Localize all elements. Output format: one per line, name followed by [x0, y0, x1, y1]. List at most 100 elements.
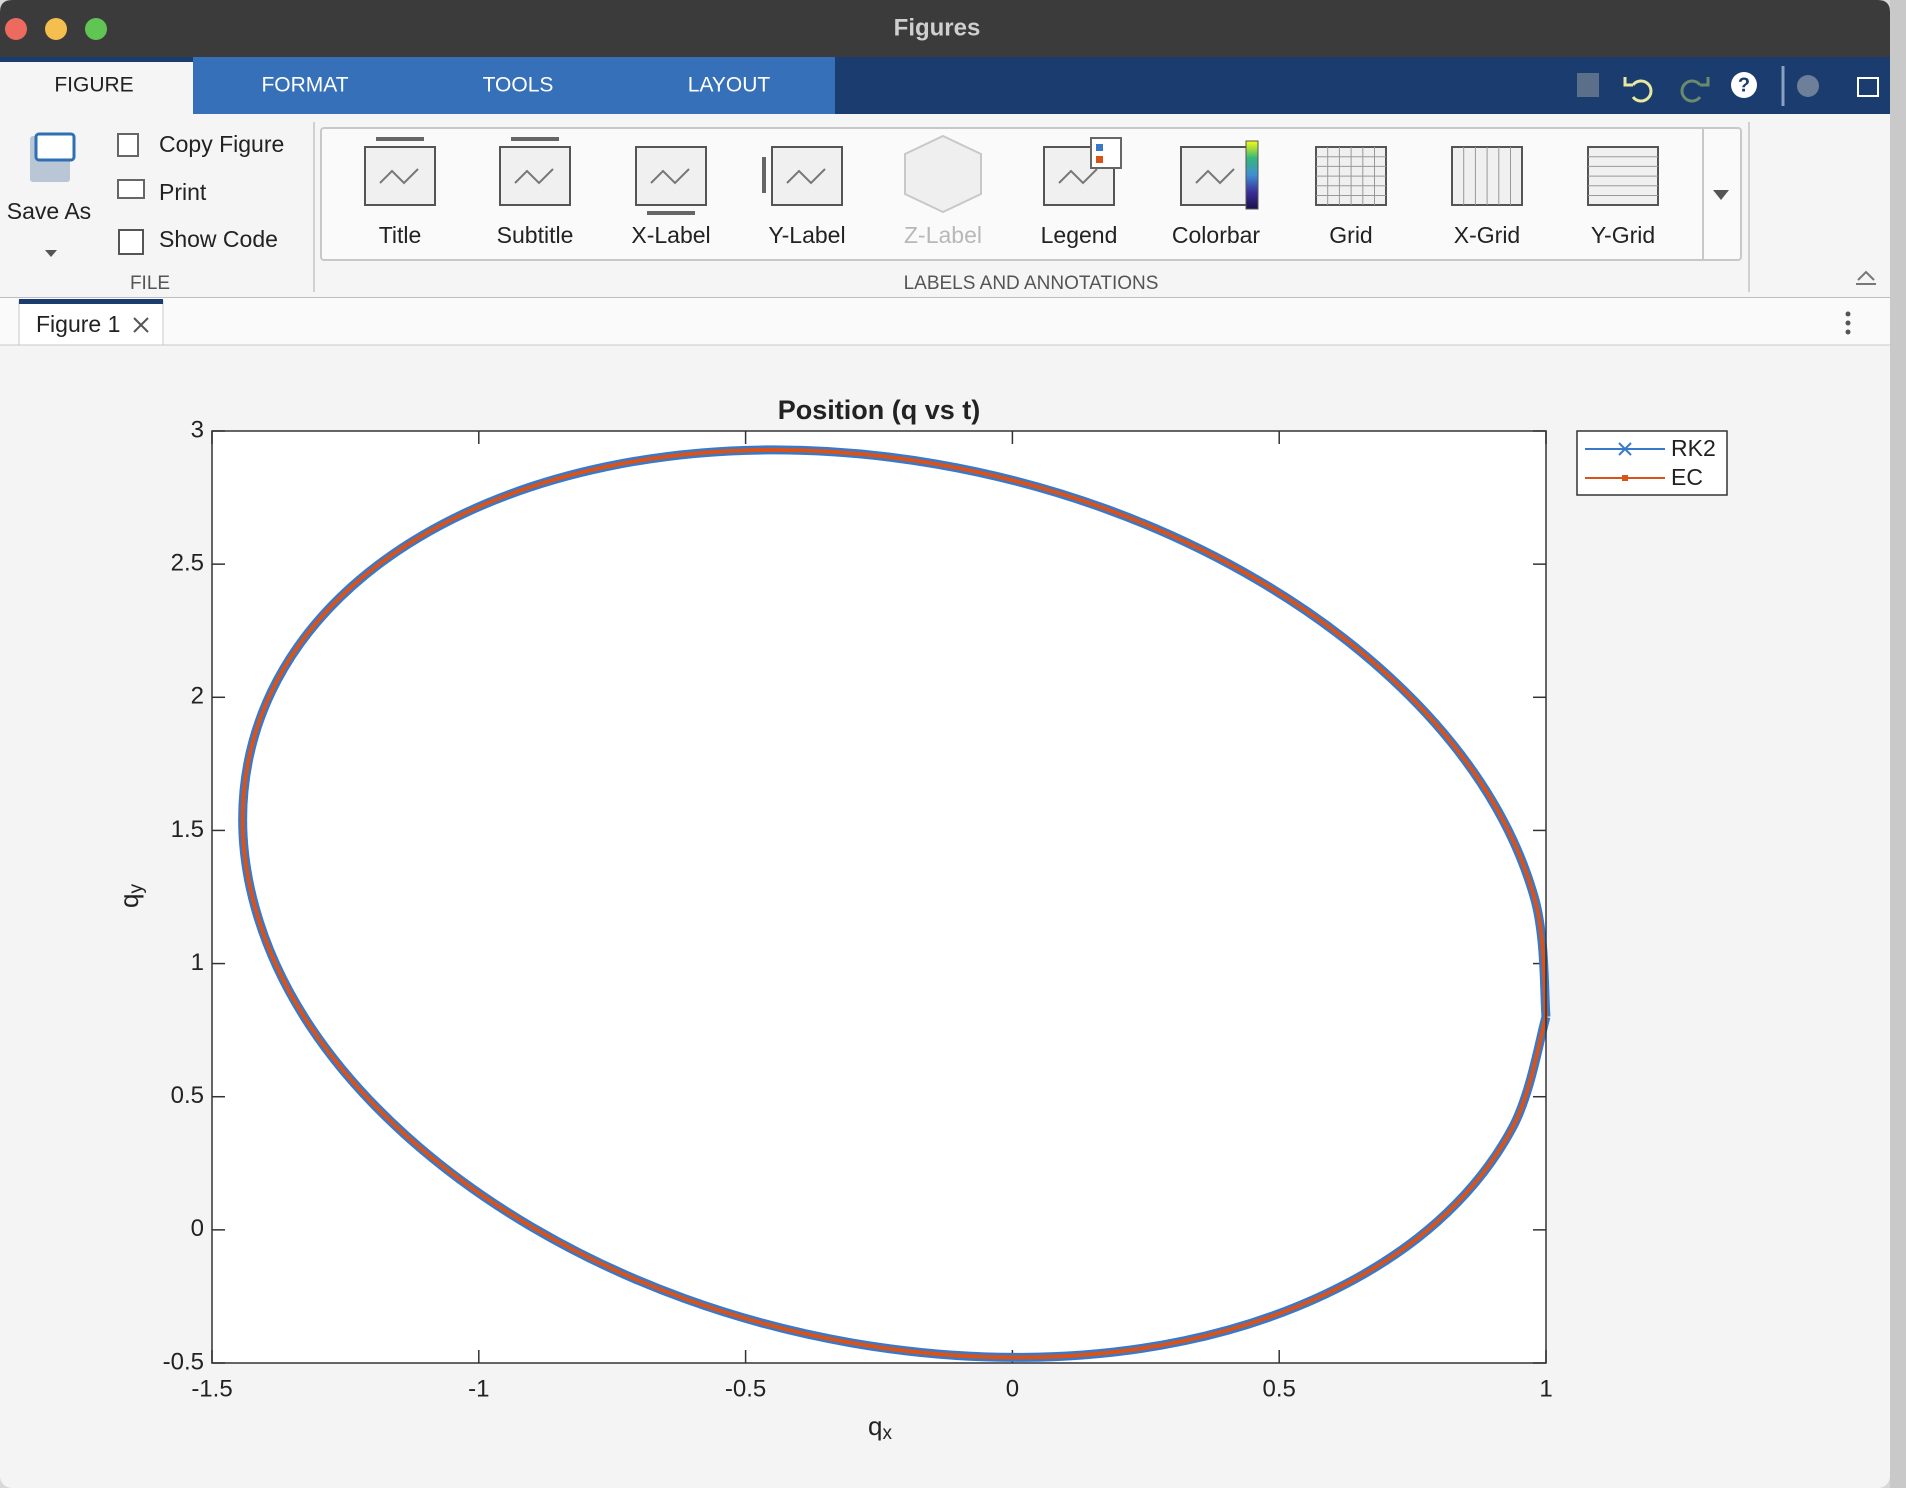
ribbon-tab[interactable]: FIGURE [54, 74, 133, 97]
legend-marker [1618, 442, 1632, 456]
x-axis-label: qx [868, 1411, 892, 1444]
gallery-label[interactable]: Colorbar [1172, 222, 1261, 248]
gallery-icon-swatch [1096, 144, 1103, 151]
gallery-icon [771, 146, 843, 206]
gallery-icon [904, 134, 982, 214]
gallery-button[interactable]: Subtitle [497, 137, 574, 248]
menu-dot[interactable] [1845, 311, 1851, 317]
plot-area: Position (q vs t) -1.5 -1 -0.5 0 0.5 1 -0.5 0 0.5… [114, 395, 1728, 1444]
legend: RK2 EC [1576, 430, 1728, 496]
gallery-button[interactable]: Colorbar [1172, 140, 1261, 248]
section-label: LABELS AND ANNOTATIONS [904, 273, 1159, 294]
gallery-button: Z-Label [904, 134, 982, 248]
x-tick-label: -0.5 [725, 1375, 766, 1402]
series-line [240, 447, 1548, 1360]
gallery-expand[interactable] [1713, 190, 1729, 200]
selected-tab[interactable] [0, 62, 193, 114]
file-item-label[interactable]: Copy Figure [159, 131, 284, 157]
axes-box [211, 430, 1547, 1364]
help-icon[interactable] [1731, 72, 1757, 98]
gallery-label[interactable]: Title [379, 222, 422, 248]
y-axis-label: qy [114, 884, 147, 908]
legend-box [1576, 430, 1728, 496]
document-tab-indicator [19, 299, 163, 304]
y-tick-label: 0.5 [171, 1082, 204, 1109]
undo-icon[interactable] [1623, 77, 1653, 103]
gallery-label[interactable]: X-Grid [1454, 222, 1520, 248]
gallery-label[interactable]: Y-Label [768, 222, 845, 248]
background-window [1890, 0, 1906, 1488]
legend-marker [1622, 475, 1628, 481]
gallery-icon-line [786, 168, 826, 185]
save-as-dropdown[interactable] [45, 250, 57, 257]
file-item-label[interactable]: Print [159, 179, 207, 205]
gallery-icon-line [1058, 168, 1098, 185]
y-axis-label-sub: y [126, 884, 147, 894]
gallery-icon [499, 146, 571, 206]
gallery-label[interactable]: Subtitle [497, 222, 574, 248]
gallery-label[interactable]: X-Label [631, 222, 710, 248]
save-icon[interactable] [1577, 73, 1599, 97]
gallery-icon-line [514, 168, 554, 185]
save-as-label[interactable]: Save As [7, 198, 91, 224]
gallery-button[interactable]: Title [364, 137, 436, 248]
legend-label: EC [1671, 464, 1703, 490]
menu-dot [1845, 329, 1851, 335]
more-icon[interactable] [1797, 75, 1819, 97]
y-axis-label-base: q [114, 894, 144, 908]
help-glyph: ? [1738, 74, 1750, 96]
minimize-button[interactable] [45, 18, 67, 40]
zoom-button[interactable] [85, 18, 107, 40]
gallery-icon-colorbar [1245, 140, 1259, 210]
gallery-button[interactable]: Y-Grid [1587, 146, 1659, 248]
gallery-icon-legend [1090, 137, 1122, 169]
redo-icon[interactable] [1680, 77, 1710, 103]
x-axis-label-base: q [868, 1411, 882, 1441]
document-tab-close[interactable] [133, 317, 149, 333]
gallery-button[interactable]: X-Grid [1451, 146, 1523, 248]
document-tab-label[interactable]: Figure 1 [36, 311, 120, 337]
y-tick-label: 3 [191, 416, 204, 443]
legend-label: RK2 [1671, 435, 1716, 461]
ribbon-tab[interactable]: TOOLS [483, 74, 554, 97]
window-title: Figures [894, 14, 981, 41]
undock-icon[interactable] [1857, 77, 1879, 97]
close-button[interactable] [5, 18, 27, 40]
title-bar [0, 0, 1890, 57]
show-code-checkbox[interactable] [118, 229, 144, 255]
gallery-button[interactable]: Legend [1041, 137, 1122, 248]
x-axis-label-sub: x [882, 1423, 892, 1444]
gallery-icon-line [1195, 168, 1235, 185]
gallery-label[interactable]: Y-Grid [1591, 222, 1655, 248]
gallery-label[interactable]: Grid [1329, 222, 1372, 248]
collapse-ribbon[interactable] [1856, 270, 1876, 285]
x-tick-label: 0 [1006, 1375, 1019, 1402]
document-tab-bar [0, 298, 1890, 345]
x-tick-label: -1 [468, 1375, 489, 1402]
menu-dot [1845, 320, 1851, 326]
save-as-icon-badge [34, 132, 76, 162]
file-item-label[interactable]: Show Code [159, 226, 278, 252]
y-tick-label: 0 [191, 1215, 204, 1242]
chart-title: Position (q vs t) [778, 395, 981, 425]
gallery-button[interactable]: Grid [1315, 146, 1387, 248]
ribbon-tab[interactable]: FORMAT [261, 74, 348, 97]
gallery-button[interactable]: Y-Label [762, 146, 846, 248]
x-tick-label: -1.5 [191, 1375, 232, 1402]
section-label: FILE [130, 273, 170, 294]
y-tick-label: 1 [191, 949, 204, 976]
y-tick-label: 2.5 [171, 549, 204, 576]
ribbon-tab[interactable]: LAYOUT [688, 74, 771, 97]
axes-background [212, 431, 1546, 1363]
tab-strip-active [193, 57, 835, 114]
gallery-icon-swatch [1096, 156, 1103, 163]
y-tick-label: 1.5 [171, 816, 204, 843]
copy-icon [117, 133, 139, 157]
print-icon [117, 179, 145, 199]
gallery-icon [364, 146, 436, 206]
gallery-icon-line [379, 168, 419, 185]
gallery-label[interactable]: Legend [1041, 222, 1118, 248]
gallery-button[interactable]: X-Label [631, 146, 711, 248]
